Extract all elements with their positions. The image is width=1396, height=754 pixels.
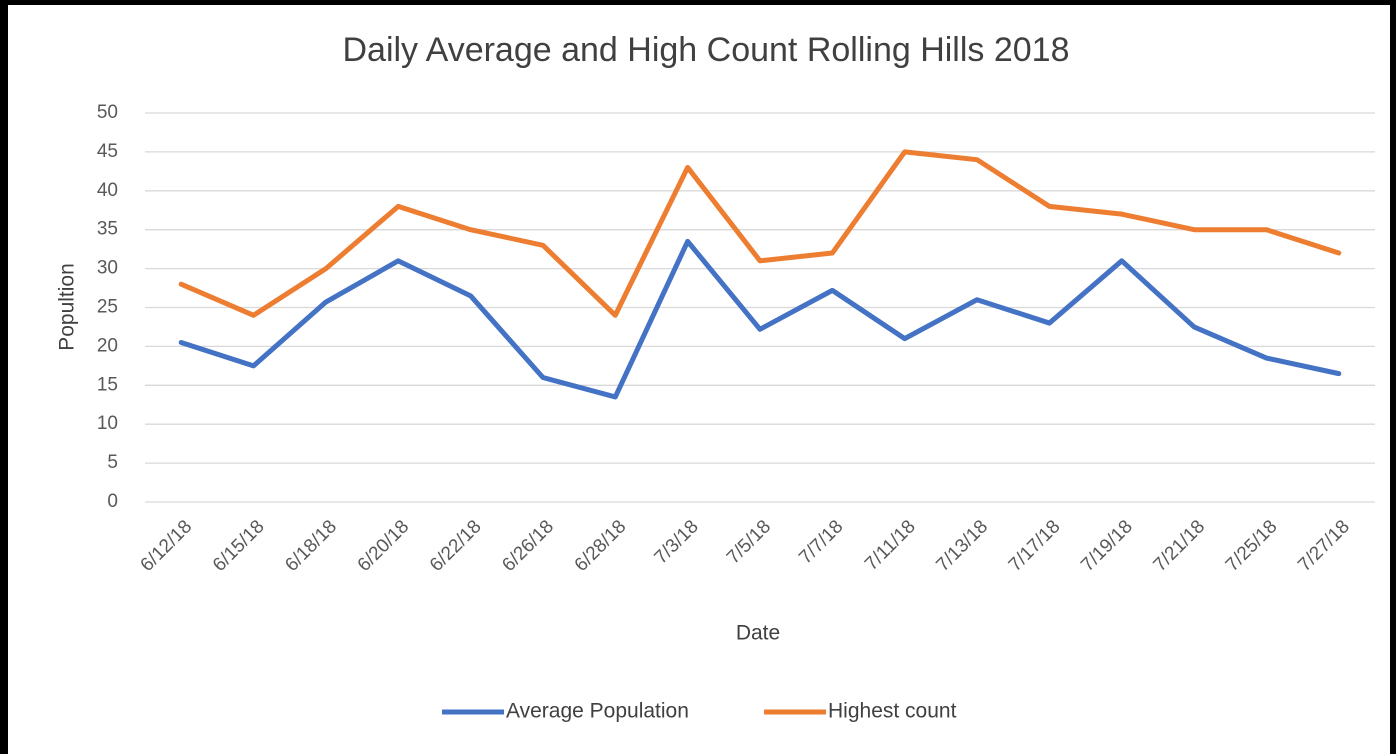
y-axis-title: Popultion xyxy=(56,263,79,351)
y-tick-label: 25 xyxy=(97,297,118,318)
y-tick-label: 40 xyxy=(97,180,118,201)
legend-label: Average Population xyxy=(506,700,689,723)
y-tick-label: 50 xyxy=(97,102,118,123)
y-tick-label: 35 xyxy=(97,219,118,240)
y-tick-label: 15 xyxy=(97,374,118,395)
y-tick-label: 20 xyxy=(97,335,118,356)
line-series xyxy=(178,149,1342,318)
chart-title: Daily Average and High Count Rolling Hil… xyxy=(342,31,1069,69)
y-tick-label: 0 xyxy=(107,491,118,512)
y-tick-label: 10 xyxy=(97,413,118,434)
legend-label: Highest count xyxy=(828,700,957,723)
y-tick-label: 45 xyxy=(97,141,118,162)
x-axis-title: Date xyxy=(736,622,780,645)
chart-area xyxy=(8,5,1390,754)
line-series xyxy=(178,238,1342,400)
y-tick-label: 5 xyxy=(107,452,118,473)
y-tick-label: 30 xyxy=(97,258,118,279)
